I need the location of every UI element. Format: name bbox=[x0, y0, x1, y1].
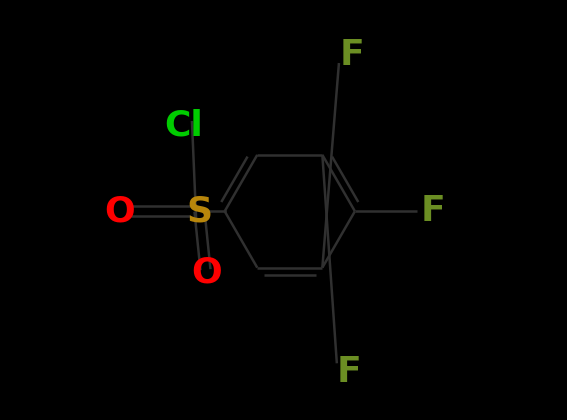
Text: F: F bbox=[337, 355, 362, 388]
Text: F: F bbox=[421, 194, 446, 228]
Text: F: F bbox=[339, 38, 364, 71]
Text: S: S bbox=[187, 194, 213, 228]
Text: O: O bbox=[191, 255, 222, 289]
Text: O: O bbox=[104, 194, 135, 228]
Text: Cl: Cl bbox=[164, 109, 203, 143]
